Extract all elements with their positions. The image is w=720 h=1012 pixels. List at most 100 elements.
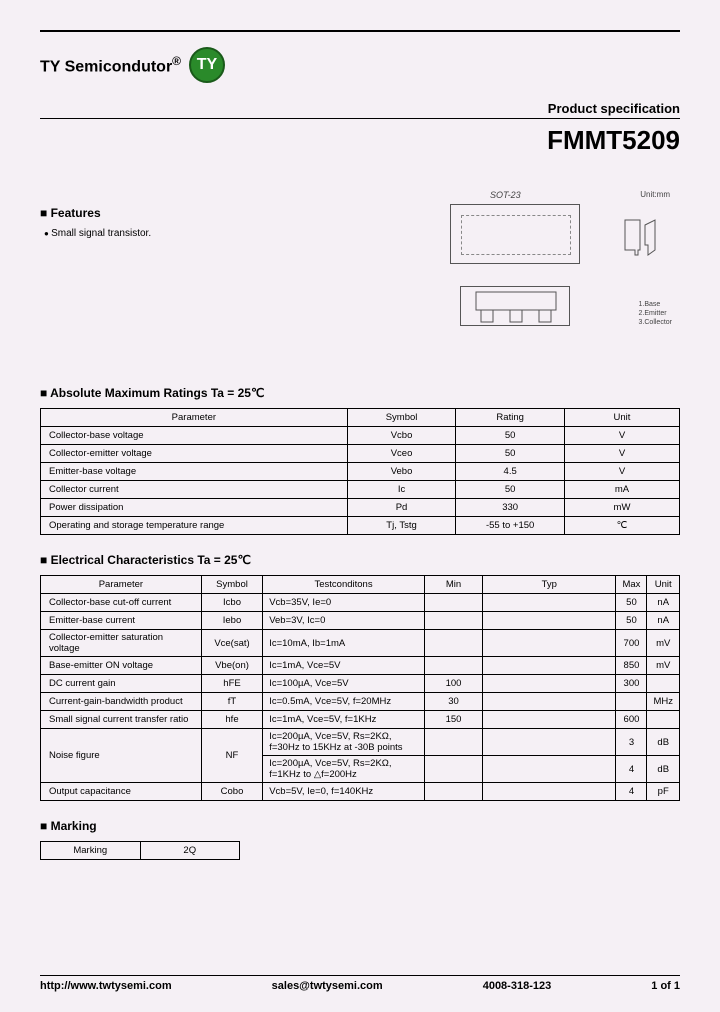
table-cell: Cobo — [201, 783, 262, 801]
table-cell: Collector-emitter saturation voltage — [41, 630, 202, 657]
table-row: Noise figure NF Ic=200µA, Vce=5V, Rs=2KΩ… — [41, 729, 680, 756]
table-cell: 300 — [616, 675, 647, 693]
footer-email: sales@twtysemi.com — [272, 980, 383, 992]
footer-phone: 4008-318-123 — [483, 980, 552, 992]
table-header: Unit — [647, 576, 680, 594]
table-cell: Veb=3V, Ic=0 — [263, 612, 425, 630]
table-header: Unit — [564, 409, 679, 427]
package-name: SOT-23 — [490, 190, 521, 200]
table-cell: Vbe(on) — [201, 657, 262, 675]
table-cell — [483, 675, 616, 693]
table-cell: 150 — [424, 711, 482, 729]
table-cell: Pd — [347, 499, 456, 517]
abs-max-heading: Absolute Maximum Ratings Ta = 25℃ — [40, 386, 680, 400]
table-cell: Ic=200µA, Vce=5V, Rs=2KΩ, f=30Hz to 15KH… — [263, 729, 425, 756]
table-cell: Collector-emitter voltage — [41, 445, 348, 463]
table-header: Typ — [483, 576, 616, 594]
table-cell: mV — [647, 657, 680, 675]
table-header: Min — [424, 576, 482, 594]
table-cell — [424, 729, 482, 756]
table-cell: 30 — [424, 693, 482, 711]
table-cell: 4.5 — [456, 463, 565, 481]
table-cell: Vcbo — [347, 427, 456, 445]
elec-table: ParameterSymbolTestconditonsMinTypMaxUni… — [40, 575, 680, 801]
table-cell: Collector-base voltage — [41, 427, 348, 445]
table-cell: Ic=100µA, Vce=5V — [263, 675, 425, 693]
table-cell: V — [564, 427, 679, 445]
table-cell: Emitter-base current — [41, 612, 202, 630]
table-cell: Emitter-base voltage — [41, 463, 348, 481]
marking-table: Marking 2Q — [40, 841, 240, 860]
spec-rule — [40, 118, 680, 119]
features-heading: Features — [40, 206, 328, 220]
table-row: Collector-emitter voltageVceo50V — [41, 445, 680, 463]
table-cell: Vebo — [347, 463, 456, 481]
table-cell: 4 — [616, 783, 647, 801]
table-cell: Ic=1mA, Vce=5V, f=1KHz — [263, 711, 425, 729]
marking-heading: Marking — [40, 819, 680, 833]
table-row: Emitter-base currentIeboVeb=3V, Ic=050nA — [41, 612, 680, 630]
table-row: DC current gainhFEIc=100µA, Vce=5V100300 — [41, 675, 680, 693]
footer-url: http://www.twtysemi.com — [40, 980, 172, 992]
table-cell: fT — [201, 693, 262, 711]
part-number: FMMT5209 — [40, 125, 680, 156]
abs-max-table: ParameterSymbolRatingUnit Collector-base… — [40, 408, 680, 535]
features-block: Features Small signal transistor. — [40, 206, 328, 239]
table-cell — [483, 729, 616, 756]
table-cell: Operating and storage temperature range — [41, 517, 348, 535]
table-cell — [424, 756, 482, 783]
table-header: Max — [616, 576, 647, 594]
table-cell: 600 — [616, 711, 647, 729]
table-cell: Icbo — [201, 594, 262, 612]
table-cell — [483, 711, 616, 729]
table-cell: Vce(sat) — [201, 630, 262, 657]
footer-page: 1 of 1 — [651, 980, 680, 992]
table-cell: Ic — [347, 481, 456, 499]
table-cell: 50 — [456, 481, 565, 499]
table-cell: 4 — [616, 756, 647, 783]
table-cell: Vceo — [347, 445, 456, 463]
table-cell: 850 — [616, 657, 647, 675]
table-cell: 3 — [616, 729, 647, 756]
table-cell: dB — [647, 756, 680, 783]
table-cell: Ic=1mA, Vce=5V — [263, 657, 425, 675]
table-row: Emitter-base voltageVebo4.5V — [41, 463, 680, 481]
table-row: Small signal current transfer ratiohfeIc… — [41, 711, 680, 729]
header: TY Semicondutor® TY — [40, 47, 680, 83]
table-cell: Output capacitance — [41, 783, 202, 801]
table-cell: Ic=0.5mA, Vce=5V, f=20MHz — [263, 693, 425, 711]
table-cell — [424, 612, 482, 630]
table-cell: Ic=200µA, Vce=5V, Rs=2KΩ, f=1KHz to △f=2… — [263, 756, 425, 783]
package-side-view — [620, 210, 670, 260]
package-diagram: SOT-23 Unit:mm 1.Base 2.Emitter 3.Collec… — [420, 186, 680, 366]
table-cell: Small signal current transfer ratio — [41, 711, 202, 729]
feature-item: Small signal transistor. — [44, 228, 328, 239]
table-cell: V — [564, 445, 679, 463]
table-cell: Noise figure — [41, 729, 202, 783]
table-cell: 50 — [456, 445, 565, 463]
marking-value: 2Q — [140, 842, 240, 860]
table-cell: -55 to +150 — [456, 517, 565, 535]
table-cell: MHz — [647, 693, 680, 711]
table-header: Testconditons — [263, 576, 425, 594]
table-row: Collector currentIc50mA — [41, 481, 680, 499]
table-row: Output capacitance Cobo Vcb=5V, Ie=0, f=… — [41, 783, 680, 801]
table-cell: nA — [647, 612, 680, 630]
table-cell: mW — [564, 499, 679, 517]
table-cell: 50 — [456, 427, 565, 445]
table-cell: Current-gain-bandwidth product — [41, 693, 202, 711]
table-cell — [647, 675, 680, 693]
product-spec-label: Product specification — [40, 101, 680, 116]
table-cell — [483, 693, 616, 711]
table-row: Collector-base cut-off currentIcboVcb=35… — [41, 594, 680, 612]
table-cell: Collector-base cut-off current — [41, 594, 202, 612]
table-row: Operating and storage temperature rangeT… — [41, 517, 680, 535]
table-row: Collector-emitter saturation voltageVce(… — [41, 630, 680, 657]
table-cell — [483, 657, 616, 675]
table-cell: Collector current — [41, 481, 348, 499]
package-front-view — [460, 286, 570, 326]
table-cell: DC current gain — [41, 675, 202, 693]
table-cell — [483, 594, 616, 612]
table-cell — [483, 756, 616, 783]
table-header: Symbol — [347, 409, 456, 427]
